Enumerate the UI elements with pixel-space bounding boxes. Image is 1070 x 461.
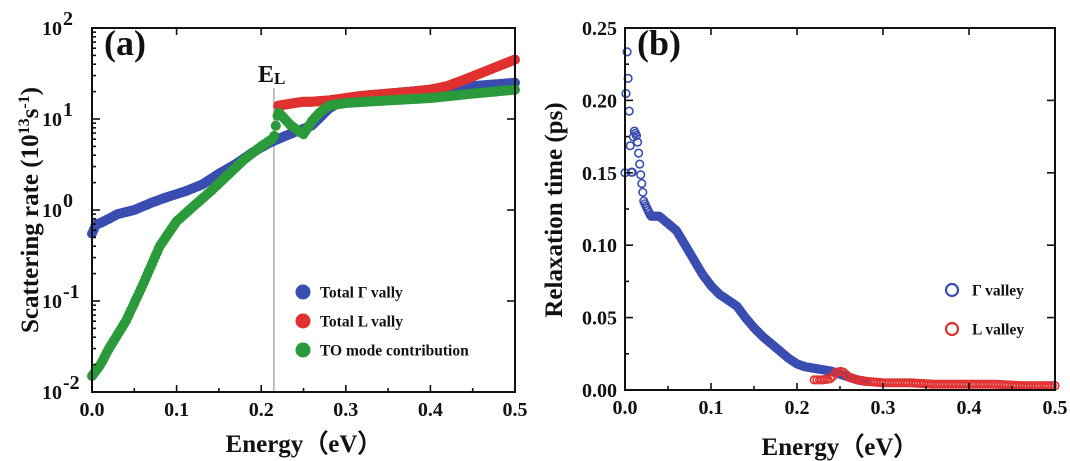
el-marker-label: EL xyxy=(258,62,285,88)
y-tick-label: 10 xyxy=(42,18,62,40)
data-point xyxy=(631,130,642,141)
ylabel-main: Scattering rate (10 xyxy=(17,134,44,333)
data-point xyxy=(269,130,280,141)
y-tick-label: 0.25 xyxy=(582,18,617,40)
data-point xyxy=(638,187,648,197)
y-tick-label: 0.00 xyxy=(582,380,617,402)
data-point xyxy=(825,374,835,384)
x-tick-label: 0.5 xyxy=(503,399,528,421)
y-tick-label: 0.05 xyxy=(582,308,617,330)
panel-a-y-axis-label: Scattering rate (1013s-1) xyxy=(16,87,44,333)
panel-b-ticks: 0.0 0.1 0.2 0.3 0.4 0.5 0.00 0.05 0.10 0.15 0.20 0.… xyxy=(582,18,1068,419)
panel-a-series-2 xyxy=(87,84,520,381)
data-point xyxy=(636,170,646,180)
y-tick-exponent: 1 xyxy=(63,99,73,121)
panel-b-relaxation-time: (b) 0.0 0.1 0.2 0.3 0.4 0.50.000.050.100.150.… xyxy=(541,18,1068,461)
panel-a-legend: Total Γ vally Total L vally TO mode contri… xyxy=(295,284,469,360)
y-tick-label: 0.10 xyxy=(582,235,617,257)
data-point xyxy=(633,148,644,158)
x-tick-label: 0.2 xyxy=(249,399,274,421)
data-point xyxy=(637,178,647,189)
panel-a-x-axis-label: Energy（eV） xyxy=(226,429,383,458)
legend-marker xyxy=(295,284,311,300)
panel-b-series-1 xyxy=(809,366,1060,391)
y-tick-exponent: 2 xyxy=(63,8,73,30)
data-point xyxy=(838,367,849,378)
el-marker-main: E xyxy=(258,62,274,88)
legend-entry: Γ valley xyxy=(972,283,1024,300)
y-tick-label: 10 xyxy=(42,382,62,404)
data-point xyxy=(632,137,643,147)
x-tick-label: 0.4 xyxy=(957,397,982,419)
ylabel-end: ) xyxy=(17,87,44,95)
panel-a-plot-area xyxy=(87,54,520,392)
panel-b-x-axis-label: Energy（eV） xyxy=(762,432,919,461)
x-tick-label: 0.4 xyxy=(418,399,443,421)
y-tick-label: 10 xyxy=(42,109,62,131)
panel-b-label: (b) xyxy=(637,23,681,63)
legend-entry: Total Γ vally xyxy=(320,285,403,302)
x-tick-label: 0.1 xyxy=(164,399,189,421)
legend-marker xyxy=(944,282,960,298)
x-tick-label: 0.0 xyxy=(613,397,638,419)
x-tick-label: 0.3 xyxy=(871,397,896,419)
data-point xyxy=(624,106,634,116)
y-tick-exponent: -1 xyxy=(63,281,80,303)
x-tick-label: 0.3 xyxy=(333,399,358,421)
data-point xyxy=(622,47,632,57)
panel-b-y-axis-label: Relaxation time (ps) xyxy=(541,102,568,317)
legend-marker xyxy=(295,342,311,358)
ylabel-sup1: 13 xyxy=(16,118,33,134)
y-tick-exponent: -2 xyxy=(63,372,80,394)
ylabel-sup2: -1 xyxy=(16,95,33,108)
y-tick-label: 10 xyxy=(42,200,62,222)
data-point xyxy=(635,159,645,169)
y-tick-label: 0.15 xyxy=(582,163,617,185)
x-tick-label: 0.5 xyxy=(1043,397,1068,419)
y-tick-label: 10 xyxy=(42,291,62,313)
x-tick-label: 0.0 xyxy=(80,399,105,421)
panel-a-label: (a) xyxy=(104,23,146,63)
x-tick-label: 0.1 xyxy=(699,397,724,419)
legend-marker xyxy=(944,321,960,337)
ylabel-mid: s xyxy=(17,108,44,118)
legend-marker xyxy=(295,313,311,329)
legend-entry: L valley xyxy=(972,322,1024,339)
data-point xyxy=(625,141,635,151)
panel-b-legend: Γ valley L valley xyxy=(944,282,1024,339)
el-marker-sub: L xyxy=(274,69,285,88)
legend-entry: Total L vally xyxy=(320,314,403,331)
y-tick-exponent: 0 xyxy=(63,190,73,212)
data-point xyxy=(270,120,281,131)
panel-b-series-0 xyxy=(620,47,871,386)
y-tick-label: 0.20 xyxy=(582,90,617,112)
panel-a-series-1 xyxy=(273,54,520,111)
legend-entry: TO mode contribution xyxy=(320,343,469,360)
x-tick-label: 0.2 xyxy=(785,397,810,419)
